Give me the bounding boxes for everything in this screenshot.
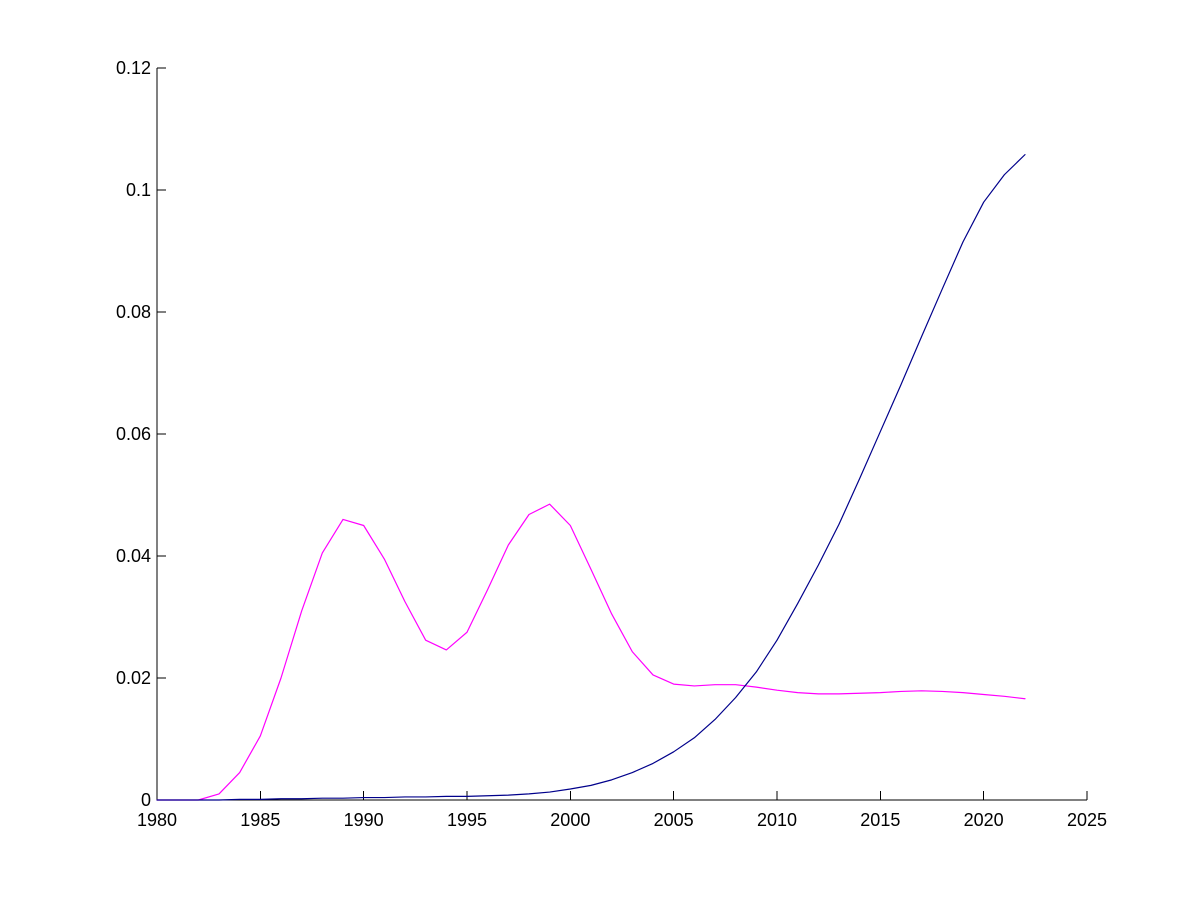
x-tick-label: 2005: [654, 810, 694, 830]
x-tick-label: 2015: [860, 810, 900, 830]
y-tick-label: 0.08: [116, 302, 151, 322]
y-tick-label: 0.1: [126, 180, 151, 200]
x-tick-label: 2020: [964, 810, 1004, 830]
x-tick-label: 1980: [137, 810, 177, 830]
y-tick-label: 0.06: [116, 424, 151, 444]
series-line-1: [156, 503, 1026, 801]
axes: 1980 1985 1990 1995 2000 2005 2010 2015 2020 2025…: [116, 58, 1107, 830]
x-tick-label: 1990: [344, 810, 384, 830]
y-tick-label: 0.02: [116, 668, 151, 688]
series-layer: [156, 154, 1026, 801]
x-tick-label: 2000: [550, 810, 590, 830]
y-tick-label: 0: [141, 790, 151, 810]
x-tick-label: 1985: [240, 810, 280, 830]
series-line-2: [156, 154, 1026, 801]
y-tick-label: 0.04: [116, 546, 151, 566]
y-tick-label: 0.12: [116, 58, 151, 78]
x-tick-label: 2025: [1067, 810, 1107, 830]
x-tick-label: 1995: [447, 810, 487, 830]
x-tick-label: 2010: [757, 810, 797, 830]
